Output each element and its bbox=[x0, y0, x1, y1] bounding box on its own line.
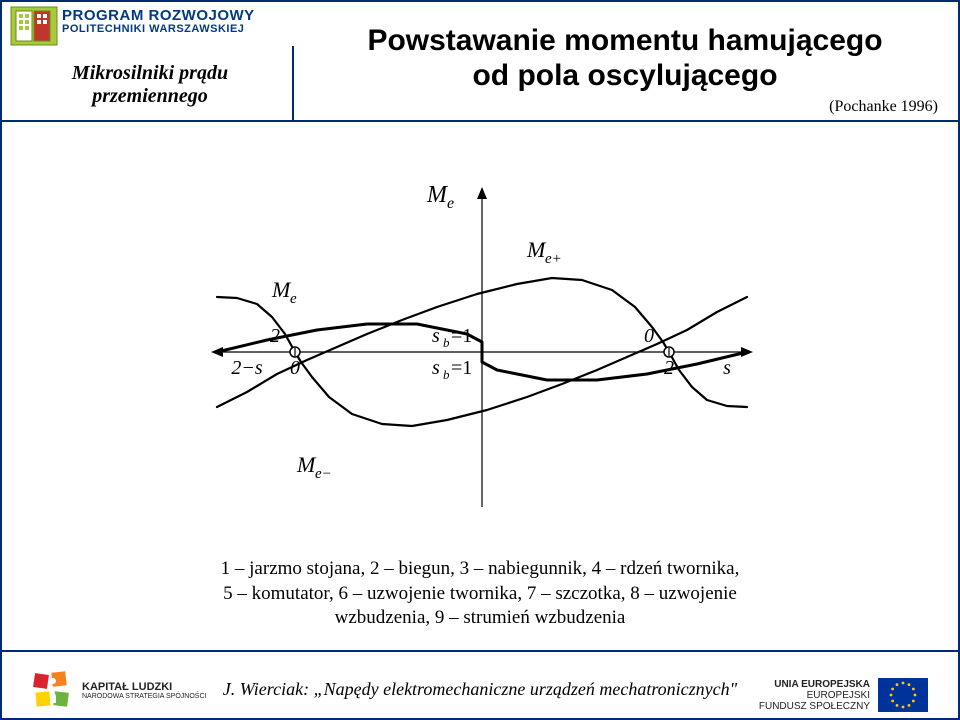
subtitle-line1: Mikrosilniki prądu bbox=[72, 62, 228, 84]
svg-text:s: s bbox=[432, 325, 440, 347]
svg-text:=1: =1 bbox=[451, 357, 472, 379]
svg-text:2: 2 bbox=[664, 357, 674, 379]
svg-text:M: M bbox=[271, 277, 292, 302]
svg-text:0: 0 bbox=[290, 357, 300, 379]
svg-text:e+: e+ bbox=[545, 251, 562, 267]
title-line1: Powstawanie momentu hamującego bbox=[367, 24, 882, 57]
svg-text:s: s bbox=[432, 357, 440, 379]
top-logo-icon bbox=[10, 6, 58, 46]
eu-logo: UNIA EUROPEJSKA EUROPEJSKI FUNDUSZ SPOŁE… bbox=[759, 678, 928, 712]
svg-text:s: s bbox=[723, 357, 731, 379]
header-divider bbox=[292, 46, 294, 120]
header: PROGRAM ROZWOJOWY POLITECHNIKI WARSZAWSK… bbox=[2, 2, 958, 122]
caption-line2: 5 – komutator, 6 – uzwojenie twornika, 7… bbox=[223, 583, 737, 604]
svg-text:b: b bbox=[443, 335, 450, 350]
slide-subtitle: Mikrosilniki prądu przemiennego bbox=[30, 62, 270, 108]
svg-text:e: e bbox=[290, 291, 297, 307]
svg-text:2: 2 bbox=[270, 325, 280, 347]
caption-line1: 1 – jarzmo stojana, 2 – biegun, 3 – nabi… bbox=[221, 558, 740, 579]
caption: 1 – jarzmo stojana, 2 – biegun, 3 – nabi… bbox=[2, 557, 958, 631]
ue-line2: EUROPEJSKI bbox=[759, 690, 870, 701]
ue-line3: FUNDUSZ SPOŁECZNY bbox=[759, 701, 870, 712]
program-line2: POLITECHNIKI WARSZAWSKIEJ bbox=[62, 24, 255, 36]
svg-text:M: M bbox=[526, 237, 547, 262]
svg-text:M: M bbox=[296, 452, 317, 477]
title-line2: od pola oscylującego bbox=[472, 59, 777, 92]
program-title: PROGRAM ROZWOJOWY POLITECHNIKI WARSZAWSK… bbox=[62, 8, 255, 35]
eu-flag-icon bbox=[878, 678, 928, 712]
svg-text:M: M bbox=[426, 182, 449, 208]
slide-title: Powstawanie momentu hamującego od pola o… bbox=[302, 24, 948, 93]
torque-diagram: MeMe+MeMe−2sb=102−s0sb=12s bbox=[207, 162, 757, 522]
footer: KAPITAŁ LUDZKI NARODOWA STRATEGIA SPÓJNO… bbox=[2, 650, 958, 718]
svg-text:0: 0 bbox=[644, 325, 654, 347]
svg-text:e: e bbox=[447, 195, 454, 212]
subtitle-line2: przemiennego bbox=[92, 85, 208, 107]
reference: (Pochanke 1996) bbox=[302, 98, 938, 116]
ue-line1: UNIA EUROPEJSKA bbox=[759, 679, 870, 690]
svg-text:=1: =1 bbox=[451, 325, 472, 347]
svg-text:2−s: 2−s bbox=[231, 357, 262, 379]
svg-text:b: b bbox=[443, 367, 450, 382]
program-line1: PROGRAM ROZWOJOWY bbox=[62, 8, 255, 24]
svg-text:e−: e− bbox=[315, 466, 332, 482]
slide: PROGRAM ROZWOJOWY POLITECHNIKI WARSZAWSK… bbox=[0, 0, 960, 720]
caption-line3: wzbudzenia, 9 – strumień wzbudzenia bbox=[335, 607, 626, 628]
